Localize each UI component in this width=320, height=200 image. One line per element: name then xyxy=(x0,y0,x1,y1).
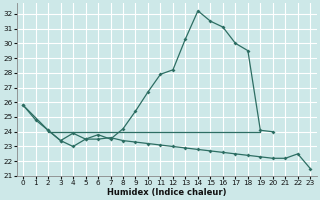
X-axis label: Humidex (Indice chaleur): Humidex (Indice chaleur) xyxy=(107,188,227,197)
